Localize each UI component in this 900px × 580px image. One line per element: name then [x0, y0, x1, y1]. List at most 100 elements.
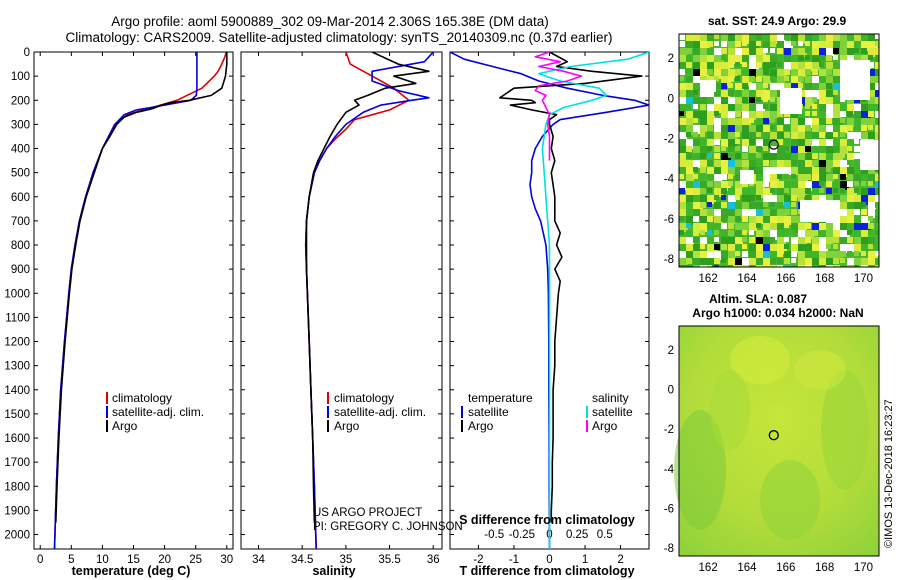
sst-cell — [721, 265, 726, 267]
sst-cell — [812, 251, 820, 259]
sst-cell — [763, 237, 772, 246]
sst-cell — [756, 125, 763, 132]
sst-cell — [679, 174, 684, 179]
sst-cell — [763, 111, 772, 120]
sst-cell — [763, 146, 768, 151]
sst-cell — [826, 174, 834, 182]
sst-cell — [686, 223, 691, 228]
map-xtick-label: 166 — [776, 562, 795, 574]
sst-cell — [693, 104, 698, 109]
sst-cell — [833, 146, 839, 152]
sst-cell — [693, 202, 703, 212]
sst-cell — [833, 230, 840, 237]
sst-cell — [763, 195, 770, 202]
sst-cell — [700, 230, 705, 235]
series-line-t-argo — [498, 52, 643, 523]
sst-cell — [728, 258, 737, 267]
sst-cell — [826, 69, 832, 75]
sst-cell — [791, 195, 797, 201]
pi-credit: PI: GREGORY C. JOHNSON — [313, 521, 463, 533]
sst-cell — [742, 76, 752, 86]
sst-cell — [868, 90, 876, 98]
sst-cell — [707, 139, 714, 146]
sst-cell — [742, 195, 751, 204]
sst-cell — [812, 118, 822, 128]
sst-cell — [791, 69, 798, 76]
sla-patch — [710, 370, 750, 450]
map-xtick-label: 164 — [737, 562, 757, 574]
sst-cell — [847, 34, 856, 43]
sst-cell — [756, 223, 761, 228]
sst-cell — [833, 104, 840, 111]
sst-cell — [777, 55, 783, 61]
sst-cell — [756, 62, 762, 68]
sst-cell — [777, 139, 783, 145]
sst-cell — [714, 146, 720, 152]
sst-cell — [700, 237, 707, 244]
sst-cell — [714, 83, 720, 89]
sst-cell — [749, 223, 757, 231]
sst-cell — [826, 111, 833, 118]
sst-cell — [693, 265, 700, 267]
sst-cell — [714, 167, 721, 174]
sst-cell — [714, 202, 721, 209]
sst-cell — [777, 244, 787, 254]
sst-cell — [798, 251, 808, 261]
sst-cell — [679, 202, 686, 209]
sst-cell — [707, 209, 715, 217]
sst-cell — [784, 188, 789, 193]
xtick-label: 0 — [37, 554, 43, 566]
argo-position-marker — [768, 430, 779, 441]
sst-cell — [861, 216, 870, 225]
sst-cell — [854, 223, 862, 231]
legend-label-t-argo: Argo — [468, 419, 494, 433]
sst-cell — [833, 167, 840, 174]
sst-cell — [749, 111, 758, 120]
sst-cell — [861, 48, 867, 54]
sst-cell — [826, 237, 833, 244]
sst-cell — [819, 181, 824, 186]
ytick-label: 1800 — [4, 481, 30, 493]
sst-cell — [805, 188, 811, 194]
sst-cell — [861, 195, 871, 205]
legend-swatch-t-satellite — [461, 406, 463, 418]
sst-cell — [819, 118, 828, 127]
sst-cell — [784, 244, 789, 249]
sst-cell — [791, 230, 796, 235]
sst-cell — [770, 258, 776, 264]
sst-cell — [742, 111, 749, 118]
sst-cell — [784, 223, 789, 228]
sst-cell — [707, 118, 714, 125]
sst-cell — [742, 258, 752, 267]
sst-cell — [770, 153, 779, 162]
ytick-label: 1400 — [4, 385, 30, 397]
sst-cell — [798, 69, 806, 77]
sst-cell — [735, 97, 743, 105]
sst-cell — [756, 188, 766, 198]
sst-cell — [805, 237, 811, 243]
sst-cell — [770, 83, 779, 92]
sst-cell — [693, 195, 703, 205]
sst-cell — [868, 34, 877, 43]
sst-cell — [847, 55, 856, 64]
sst-cell — [833, 83, 840, 90]
argo-position-marker — [768, 139, 779, 150]
sst-cell — [854, 48, 859, 53]
sst-cell — [749, 125, 758, 134]
sst-cell — [686, 76, 692, 82]
sst-cell — [700, 258, 709, 267]
sst-cell — [679, 48, 688, 57]
sst-cell — [714, 209, 723, 218]
sst-cell — [791, 55, 800, 64]
sst-cell — [840, 41, 847, 48]
sst-cell — [812, 146, 821, 155]
sst-cell — [700, 244, 705, 249]
sst-cell — [868, 125, 873, 130]
sst-cell — [777, 62, 782, 67]
sst-cell — [728, 62, 734, 68]
sst-cell — [868, 111, 874, 117]
legend-swatch-climatology — [327, 392, 329, 404]
sst-cell — [735, 167, 743, 175]
sst-cell — [875, 202, 879, 208]
sst-cell — [833, 160, 840, 167]
